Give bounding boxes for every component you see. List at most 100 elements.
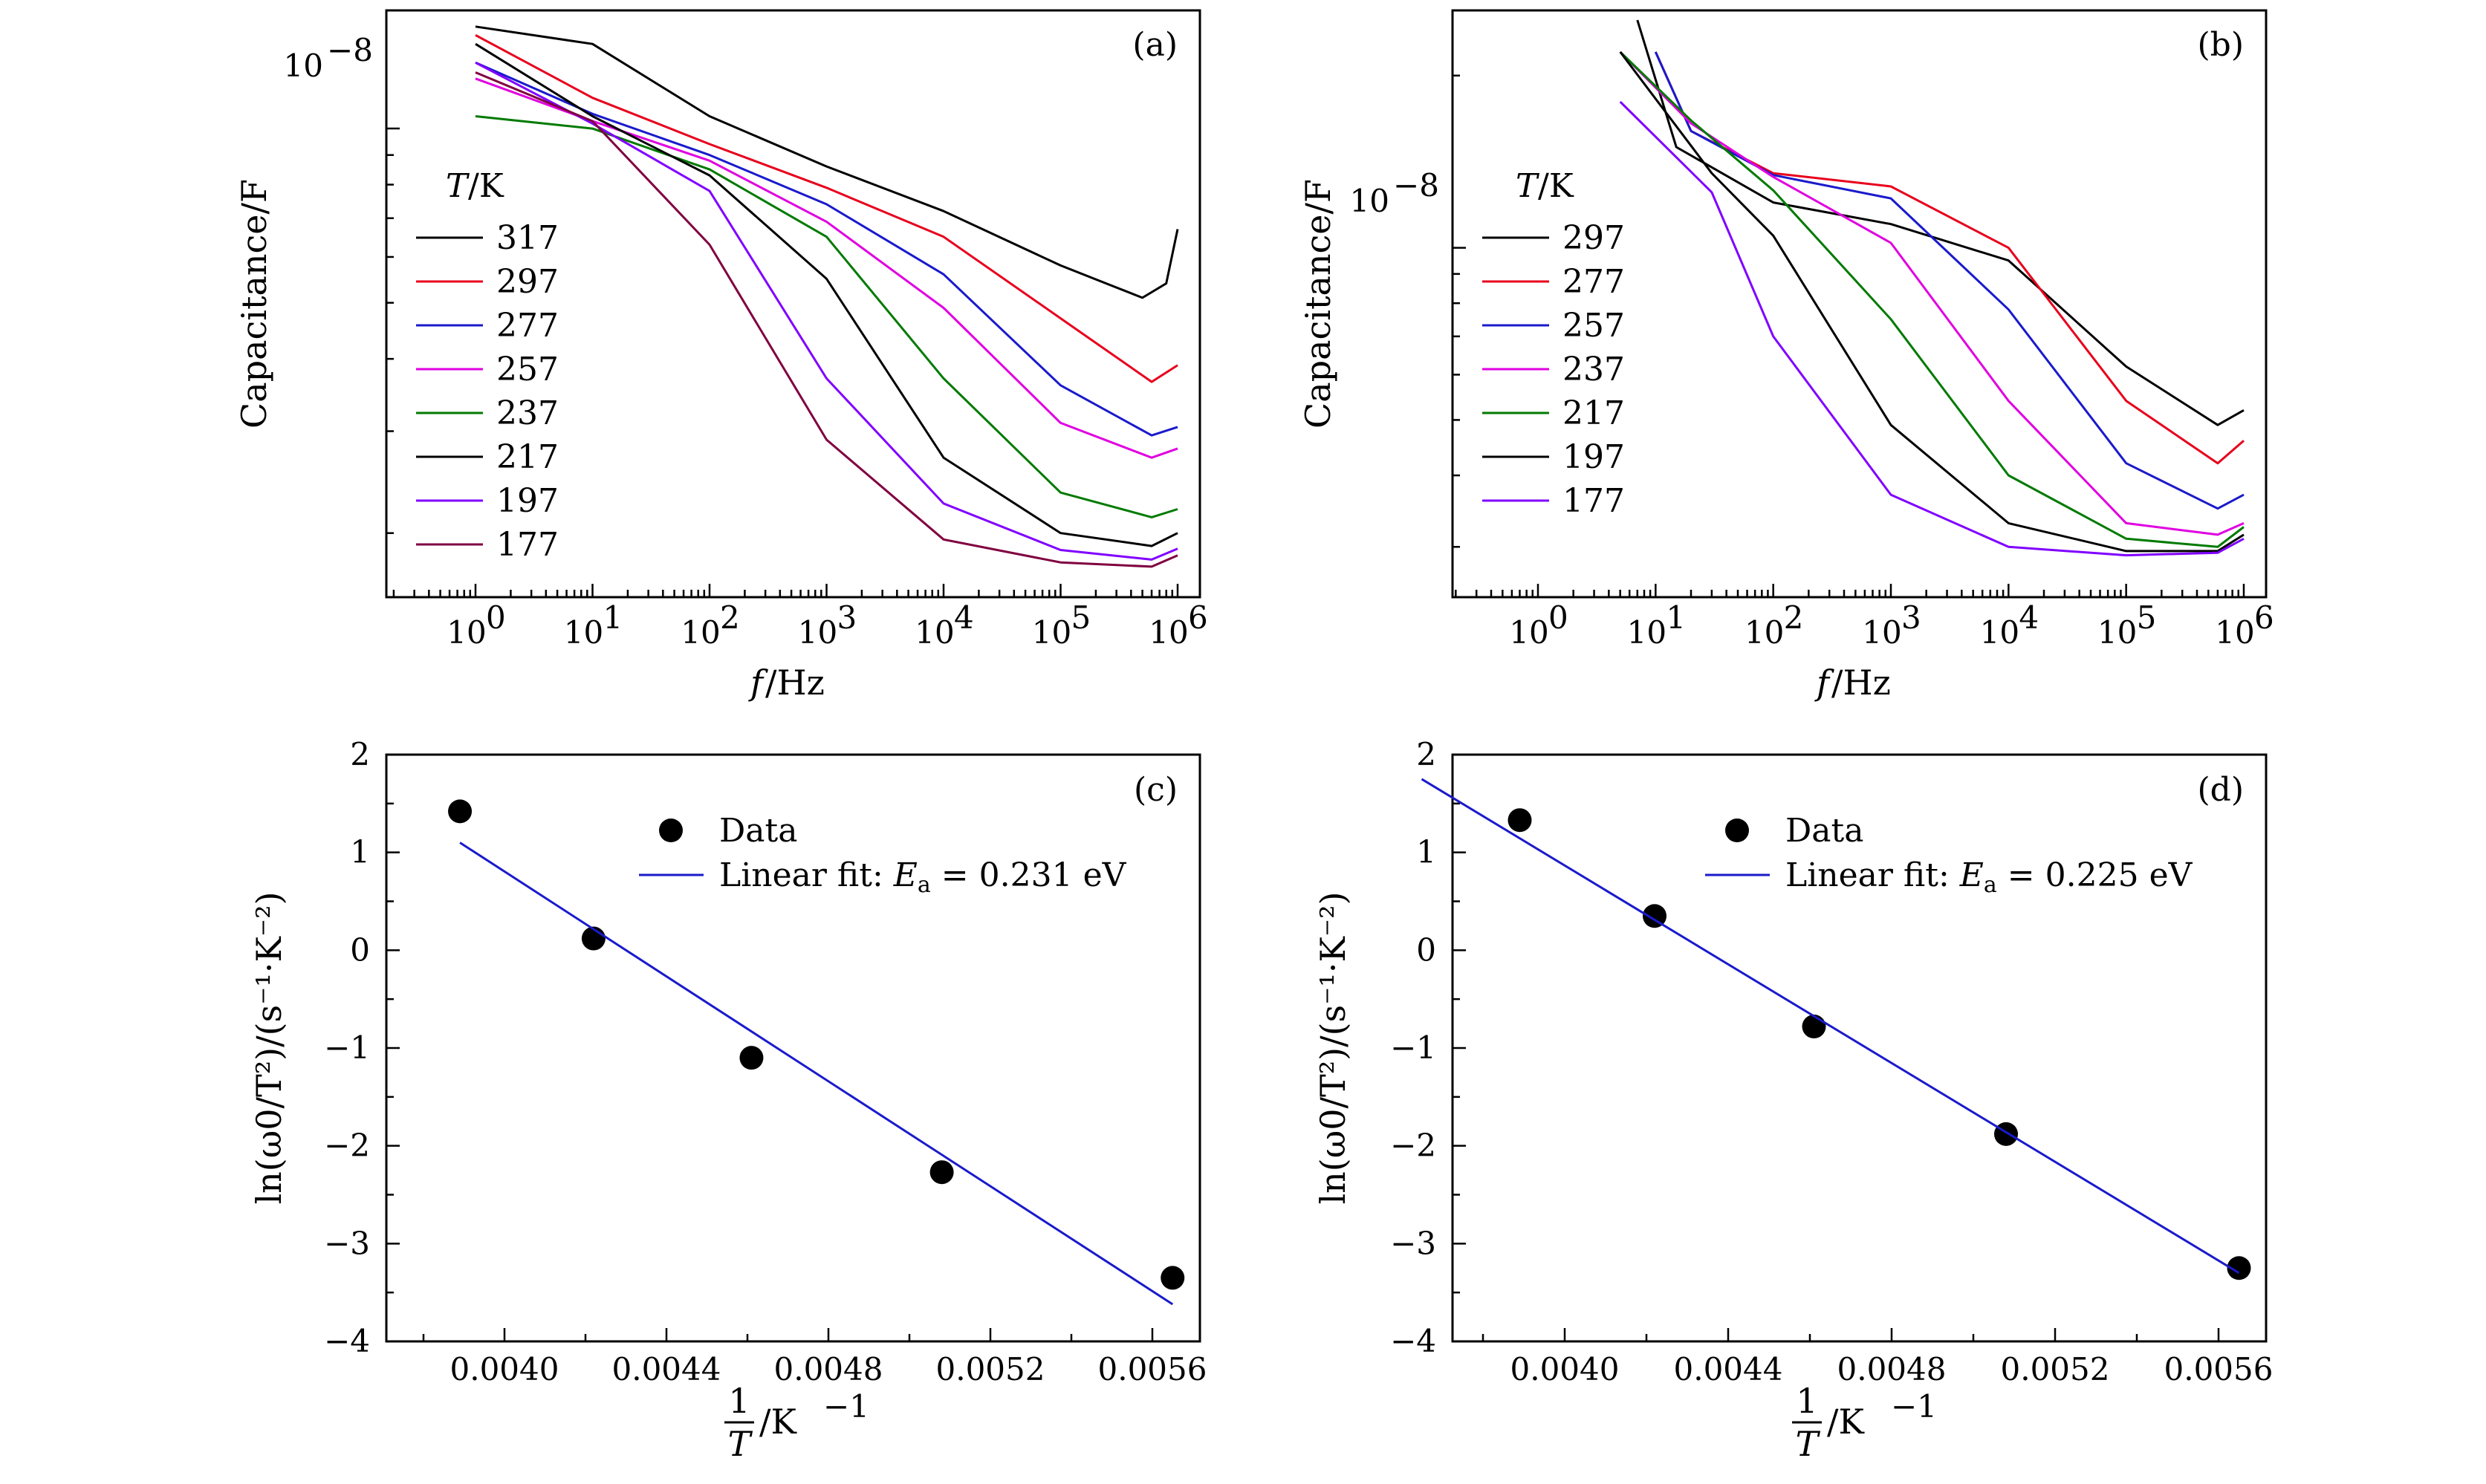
x-tick-label: 10 5	[2097, 599, 2156, 651]
legend-label-197: 197	[1562, 438, 1625, 476]
svg-text:1: 1	[603, 599, 623, 636]
panel-label-c: (c)	[1134, 771, 1178, 809]
legend-label-317: 317	[496, 219, 559, 257]
svg-text:T: T	[728, 1424, 753, 1464]
legend-label-217: 217	[1562, 394, 1625, 432]
svg-text:−8: −8	[1393, 167, 1439, 204]
y-tick-label: −4	[1390, 1323, 1436, 1359]
data-point	[2227, 1256, 2251, 1280]
legend-label-237: 237	[496, 394, 559, 432]
fit-line	[1421, 778, 2240, 1275]
svg-text:10: 10	[1980, 614, 2019, 651]
panel-label-a: (a)	[1132, 26, 1178, 64]
legend-label-237: 237	[1562, 351, 1625, 388]
svg-text:4: 4	[954, 599, 974, 636]
svg-text:3: 3	[837, 599, 857, 636]
svg-text:/Hz: /Hz	[1831, 663, 1891, 703]
y-tick-label: −4	[324, 1323, 370, 1359]
y-tick-label: −2	[324, 1127, 370, 1164]
y-tick-label: −1	[324, 1029, 370, 1066]
plot-d: 0.0040 0.0044 0.0048 0.0052 0.0056 2 1 0 −1 −2 −3 −…	[1390, 736, 2273, 1387]
data-point	[1994, 1122, 2018, 1146]
y-axis-label-d: ln(ω0/T²)/(s⁻¹·K⁻²)	[1313, 891, 1353, 1204]
legend-label-297: 297	[1562, 219, 1625, 257]
y-tick-label: 0	[350, 931, 370, 968]
x-tick-label: 0.0044	[1674, 1351, 1783, 1387]
svg-text:Linear fit: Ea = 0.225 eV: Linear fit: Ea = 0.225 eV	[1785, 856, 2193, 898]
x-tick-label: 10 4	[1980, 599, 2039, 651]
x-tick-label: 10 6	[2215, 599, 2274, 651]
x-tick-label: 10 1	[564, 599, 623, 651]
x-axis-label-d: 1 T /K −1	[1792, 1381, 1937, 1464]
svg-text:/K: /K	[1538, 167, 1574, 205]
panel-a: 10 0 10 1 10 2 10 3 10 4 10 5 10 6 (a) Capacitance/F …	[234, 9, 1208, 703]
series-line-297	[1636, 19, 2245, 426]
data-point	[1643, 904, 1666, 928]
svg-text:10: 10	[1350, 183, 1389, 219]
svg-text:10: 10	[1862, 614, 1901, 651]
svg-text:6: 6	[2254, 599, 2274, 636]
legend-label-177: 177	[1562, 482, 1625, 520]
legend-label-257: 257	[1562, 307, 1625, 345]
svg-text:5: 5	[1071, 599, 1091, 636]
legend-label-217: 217	[496, 438, 559, 476]
series-line-257	[475, 77, 1178, 459]
svg-text:10: 10	[1032, 614, 1071, 651]
svg-text:3: 3	[1901, 599, 1921, 636]
legend-label-197: 197	[496, 482, 559, 520]
y-axis-label-a: Capacitance/F	[234, 179, 274, 429]
svg-text:Data: Data	[1785, 812, 1863, 850]
svg-text:/K: /K	[1827, 1402, 1865, 1442]
svg-text:1: 1	[1796, 1381, 1817, 1421]
svg-text:10: 10	[564, 614, 603, 651]
x-tick-label: 10 2	[681, 599, 739, 651]
legend-label-297: 297	[496, 263, 559, 301]
svg-text:T: T	[1796, 1424, 1821, 1464]
x-tick-label: 0.0044	[612, 1351, 721, 1387]
svg-text:/K: /K	[468, 167, 504, 205]
y-tick-label: −1	[1390, 1029, 1436, 1066]
svg-text:−8: −8	[327, 32, 373, 68]
plot-c: 0.0040 0.0044 0.0048 0.0052 0.0056 2 1 0 −1 −2 −3 −…	[324, 736, 1207, 1387]
x-axis-label-a: f /Hz	[748, 663, 825, 703]
svg-text:10: 10	[2215, 614, 2254, 651]
svg-text:10: 10	[1745, 614, 1784, 651]
series-line-297	[475, 33, 1178, 383]
x-tick-label: 10 4	[915, 599, 973, 651]
x-tick-label: 0.0052	[2001, 1351, 2110, 1387]
legend-c: Data Linear fit: Ea = 0.231 eV	[639, 812, 1127, 898]
x-tick-label: 0.0056	[1098, 1351, 1207, 1387]
series-line-197	[475, 61, 1178, 561]
y-axis-label-c: ln(ω0/T²)/(s⁻¹·K⁻²)	[249, 891, 289, 1204]
panel-d: 0.0040 0.0044 0.0048 0.0052 0.0056 2 1 0 −1 −2 −3 −…	[1313, 736, 2273, 1464]
x-tick-label: 0.0048	[1837, 1351, 1947, 1387]
legend-label-277: 277	[1562, 263, 1625, 301]
y-tick-label: −3	[324, 1225, 370, 1261]
svg-text:6: 6	[1188, 599, 1208, 636]
y-tick-label: 1	[1416, 834, 1436, 870]
legend-a: T /K 317 297 277 257 237 217 197 177	[416, 167, 559, 564]
legend-label-257: 257	[496, 351, 559, 388]
x-tick-label: 10 2	[1745, 599, 1803, 651]
svg-text:10: 10	[915, 614, 954, 651]
plot-frame-a	[385, 9, 1201, 599]
series-line-197	[1619, 51, 2245, 553]
panel-c: 0.0040 0.0044 0.0048 0.0052 0.0056 2 1 0 −1 −2 −3 −…	[249, 736, 1207, 1464]
x-tick-label: 10 0	[1509, 599, 1568, 651]
legend-label-177: 177	[496, 526, 559, 564]
panel-label-b: (b)	[2198, 26, 2245, 64]
series-line-277	[1654, 51, 2245, 465]
svg-text:−1: −1	[823, 1388, 869, 1425]
svg-text:2: 2	[720, 599, 740, 636]
svg-text:/Hz: /Hz	[765, 663, 825, 703]
legend-b: T /K 297 277 257 237 217 197 177	[1482, 167, 1625, 520]
x-tick-label: 10 6	[1149, 599, 1207, 651]
series-line-177	[1619, 100, 2245, 557]
panel-b: 10 0 10 1 10 2 10 3 10 4 10 5 10 6 (b) Capacitance/F …	[1298, 9, 2274, 703]
svg-text:1: 1	[1666, 599, 1686, 636]
data-point	[448, 799, 473, 824]
series-line-277	[475, 61, 1178, 437]
svg-text:T: T	[1516, 167, 1540, 205]
legend-d: Data Linear fit: Ea = 0.225 eV	[1705, 812, 2193, 898]
svg-text:T: T	[446, 167, 470, 205]
